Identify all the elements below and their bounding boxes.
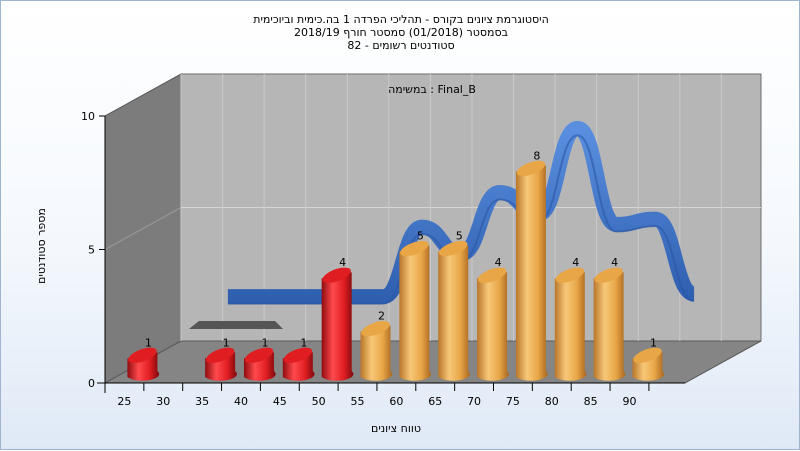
- distribution-curve: [189, 120, 697, 329]
- bar-body: [438, 245, 470, 381]
- bar-cap: [283, 347, 313, 363]
- value-label-75: 8: [533, 149, 540, 162]
- bar-50: [321, 267, 354, 381]
- bar-body: [360, 325, 393, 381]
- bar-80: [554, 267, 587, 381]
- x-tick-label: 80: [545, 395, 559, 408]
- value-labels: 1 1 1 1 4 2 5 5 4 8 4 4 1: [145, 149, 657, 349]
- bar-body: [554, 272, 587, 381]
- bar-90: [632, 347, 665, 381]
- value-label-25: 1: [145, 336, 152, 349]
- chart-title-line-3: סטודנטים רשומים - 82: [347, 39, 455, 52]
- bar-cap: [400, 240, 429, 257]
- bar-55: [360, 320, 393, 381]
- bar-cap: [205, 347, 235, 363]
- value-label-40: 1: [261, 336, 268, 349]
- distribution-curve-path: [227, 120, 697, 305]
- value-label-60: 5: [417, 230, 424, 243]
- bar-65: [438, 240, 470, 381]
- x-tick-label: 40: [234, 395, 248, 408]
- y-tick-label: 0: [88, 377, 95, 390]
- x-tick-label: 55: [351, 395, 365, 408]
- x-tick-label: 65: [428, 395, 442, 408]
- bar-cap: [244, 347, 274, 363]
- value-label-35: 1: [223, 336, 230, 349]
- chart-title: היסטוגרמת ציונים בקורס - תהליכי הפרדה 1 …: [1, 13, 800, 52]
- value-label-45: 1: [300, 336, 307, 349]
- x-axis-label: טווח ציונים: [371, 422, 421, 435]
- bars: [127, 160, 665, 381]
- value-label-65: 5: [456, 230, 463, 243]
- bar-cap: [477, 267, 507, 283]
- chart-title-line-2: בסמסטר (01/2018) סמסטר חורף 2018/19: [294, 26, 508, 39]
- bar-cap: [594, 267, 623, 283]
- bar-cap: [322, 267, 351, 283]
- x-tick-label: 85: [584, 395, 598, 408]
- x-tick-label: 90: [622, 395, 636, 408]
- value-label-85: 4: [611, 256, 618, 269]
- bar-70: [477, 267, 509, 381]
- distribution-curve-shadow: [227, 134, 695, 305]
- bar-85: [593, 267, 626, 381]
- y-tick-label: 10: [81, 110, 95, 123]
- grid-line-side: [104, 207, 182, 250]
- bar-body: [593, 272, 626, 381]
- inner-task-label: במשימה : Final_B: [388, 83, 476, 96]
- x-tick-label: 75: [506, 395, 520, 408]
- bar-cap: [516, 160, 546, 177]
- bar-cap: [128, 347, 157, 363]
- axes: [97, 115, 685, 393]
- x-tick-label: 25: [117, 395, 131, 408]
- x-tick-label: 70: [467, 395, 481, 408]
- x-tick-label: 45: [273, 395, 287, 408]
- bar-cap: [633, 347, 662, 363]
- value-label-50: 4: [339, 256, 346, 269]
- bar-35: [205, 347, 237, 381]
- value-label-55: 2: [378, 310, 385, 323]
- bar-45: [282, 347, 315, 381]
- y-axis-label: מספר סטודנטים: [35, 208, 48, 284]
- value-label-90: 1: [650, 336, 657, 349]
- bar-body: [477, 272, 509, 381]
- bar-body: [399, 245, 432, 381]
- chart-title-line-1: היסטוגרמת ציונים בקורס - תהליכי הפרדה 1 …: [253, 13, 549, 26]
- y-tick-labels: 0 5 10: [81, 110, 95, 390]
- x-tick-label: 30: [156, 395, 170, 408]
- bar-75: [515, 160, 548, 381]
- bar-cap: [438, 240, 468, 257]
- y-tick-label: 5: [88, 244, 95, 257]
- x-tick-labels: 25 30 35 40 45 50 55 60 65 70 75 80 85 90: [117, 395, 636, 408]
- bar-25: [127, 347, 160, 381]
- value-label-70: 4: [495, 256, 502, 269]
- bar-60: [399, 240, 432, 381]
- bar-cap: [555, 267, 585, 283]
- bar-cap: [361, 320, 390, 337]
- zero-bar-slab: [189, 321, 283, 329]
- x-tick-label: 35: [195, 395, 209, 408]
- bar-body: [321, 272, 354, 381]
- bar-body: [515, 165, 548, 381]
- x-tick-label: 60: [389, 395, 403, 408]
- value-label-80: 4: [572, 256, 579, 269]
- bar-40: [243, 347, 276, 381]
- x-tick-label: 50: [312, 395, 326, 408]
